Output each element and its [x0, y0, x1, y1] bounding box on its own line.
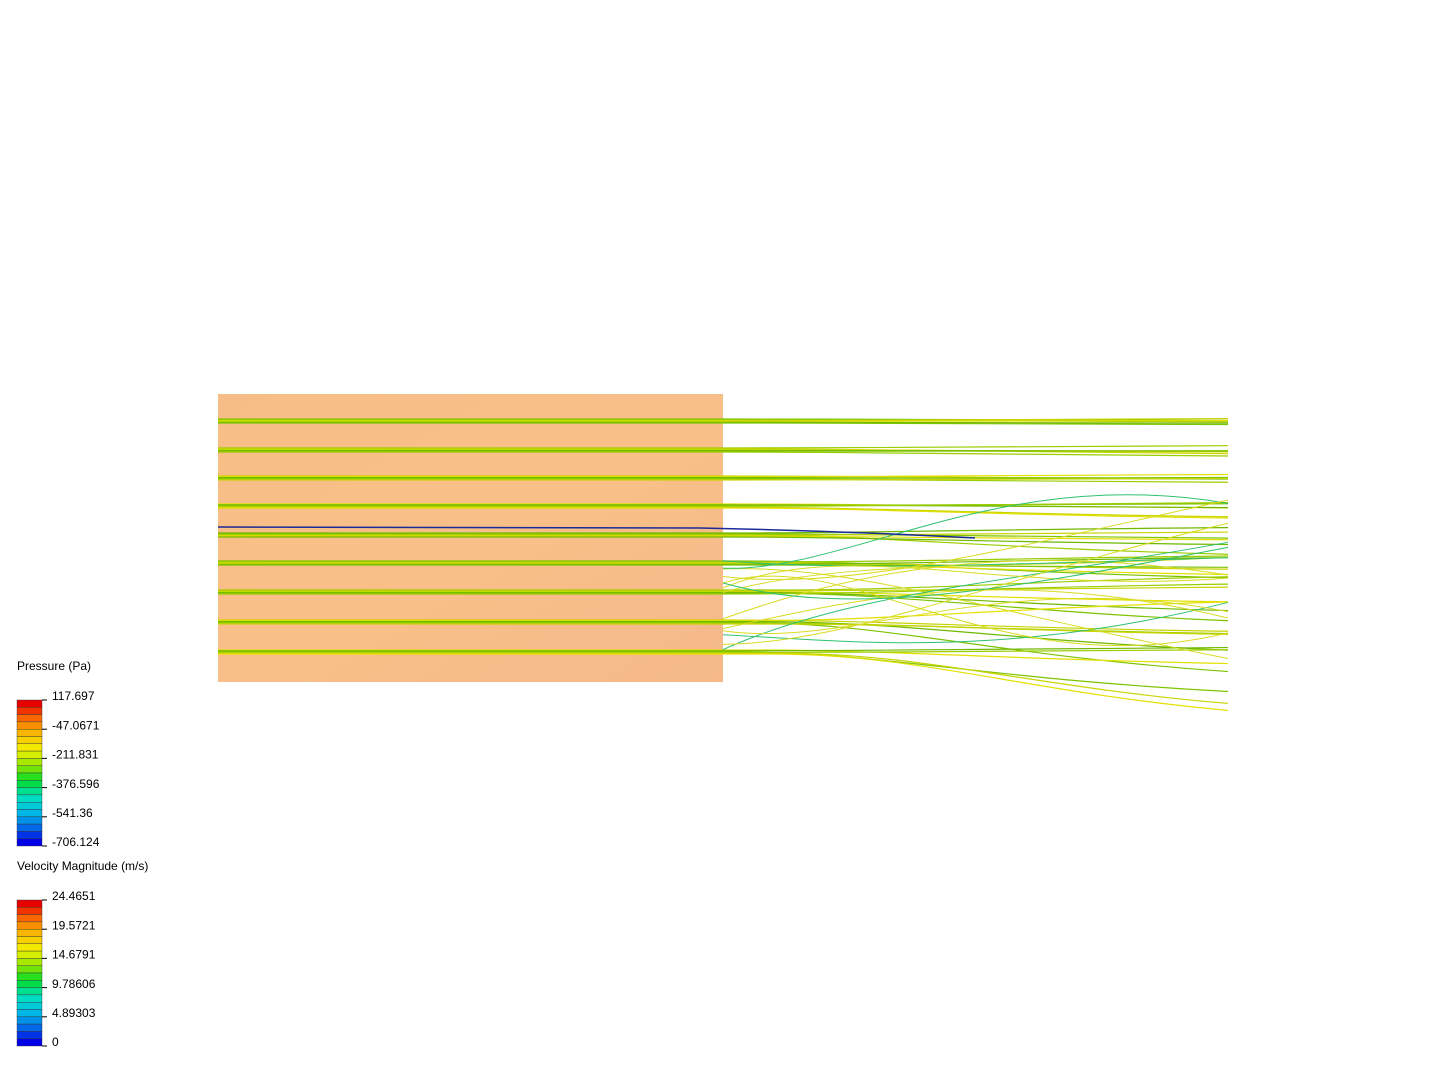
- color-band: [17, 915, 42, 922]
- pressure-surface: [218, 394, 723, 682]
- color-band: [17, 824, 42, 831]
- legend-title: Pressure (Pa): [17, 659, 91, 673]
- color-band: [17, 1031, 42, 1038]
- color-band: [17, 780, 42, 787]
- color-band: [17, 1039, 42, 1046]
- color-band: [17, 839, 42, 846]
- color-band: [17, 729, 42, 736]
- legend-tick-label: -706.124: [52, 835, 100, 849]
- color-band: [17, 1010, 42, 1017]
- color-band: [17, 951, 42, 958]
- legend-tick-label: -47.0671: [52, 718, 100, 732]
- legend-tick-label: 24.4651: [52, 889, 96, 903]
- color-band: [17, 722, 42, 729]
- legend-tick-label: 117.697: [52, 689, 95, 703]
- color-band: [17, 751, 42, 758]
- color-band: [17, 929, 42, 936]
- color-band: [17, 907, 42, 914]
- color-band: [17, 995, 42, 1002]
- legend-tick-label: 4.89303: [52, 1006, 96, 1020]
- color-band: [17, 922, 42, 929]
- color-band: [17, 980, 42, 987]
- color-band: [17, 944, 42, 951]
- color-band: [17, 988, 42, 995]
- legend-tick-label: 9.78606: [52, 977, 96, 991]
- color-band: [17, 707, 42, 714]
- color-band: [17, 1024, 42, 1031]
- legend-tick-label: 19.5721: [52, 918, 96, 932]
- color-band: [17, 773, 42, 780]
- color-band: [17, 1002, 42, 1009]
- legend-tick-label: -376.596: [52, 777, 100, 791]
- color-band: [17, 715, 42, 722]
- color-band: [17, 700, 42, 707]
- color-band: [17, 900, 42, 907]
- color-band: [17, 795, 42, 802]
- color-band: [17, 766, 42, 773]
- color-band: [17, 958, 42, 965]
- color-band: [17, 737, 42, 744]
- color-band: [17, 744, 42, 751]
- pressure-legend: Pressure (Pa) 117.697 -47.0671 -211.831 -376…: [17, 659, 100, 849]
- color-band: [17, 831, 42, 838]
- color-band: [17, 1017, 42, 1024]
- legend-tick-label: 14.6791: [52, 948, 96, 962]
- legend-tick-label: 0: [52, 1035, 59, 1049]
- color-band: [17, 966, 42, 973]
- color-band: [17, 973, 42, 980]
- color-band: [17, 817, 42, 824]
- color-band: [17, 810, 42, 817]
- legend-tick-label: -211.831: [52, 748, 99, 762]
- color-band: [17, 788, 42, 795]
- color-band: [17, 802, 42, 809]
- legend-title: Velocity Magnitude (m/s): [17, 859, 148, 873]
- velocity-legend: Velocity Magnitude (m/s) 24.4651 19.5721 14…: [17, 859, 148, 1049]
- legend-tick-label: -541.36: [52, 806, 93, 820]
- streamline: [723, 590, 1228, 629]
- color-band: [17, 758, 42, 765]
- color-band: [17, 937, 42, 944]
- streamline: [723, 576, 1228, 646]
